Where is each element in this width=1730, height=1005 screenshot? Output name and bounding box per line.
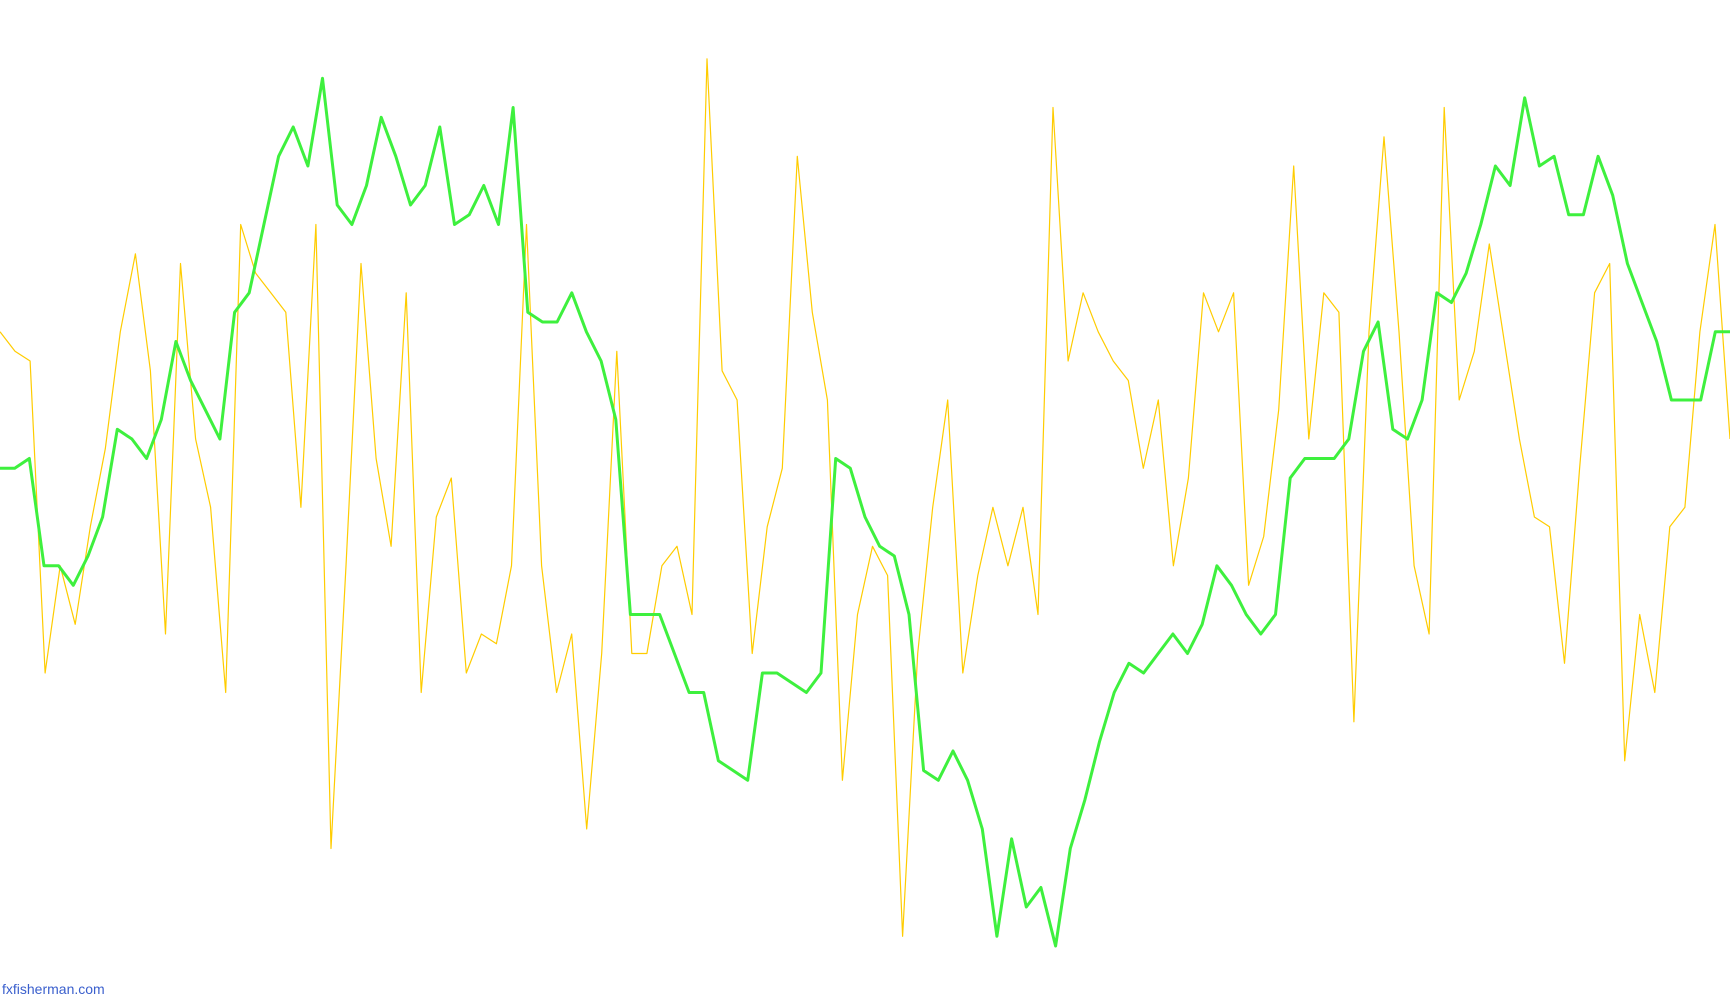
series-line bbox=[0, 58, 1730, 937]
series-line bbox=[0, 76, 1730, 948]
watermark: fxfisherman.com bbox=[2, 981, 105, 997]
